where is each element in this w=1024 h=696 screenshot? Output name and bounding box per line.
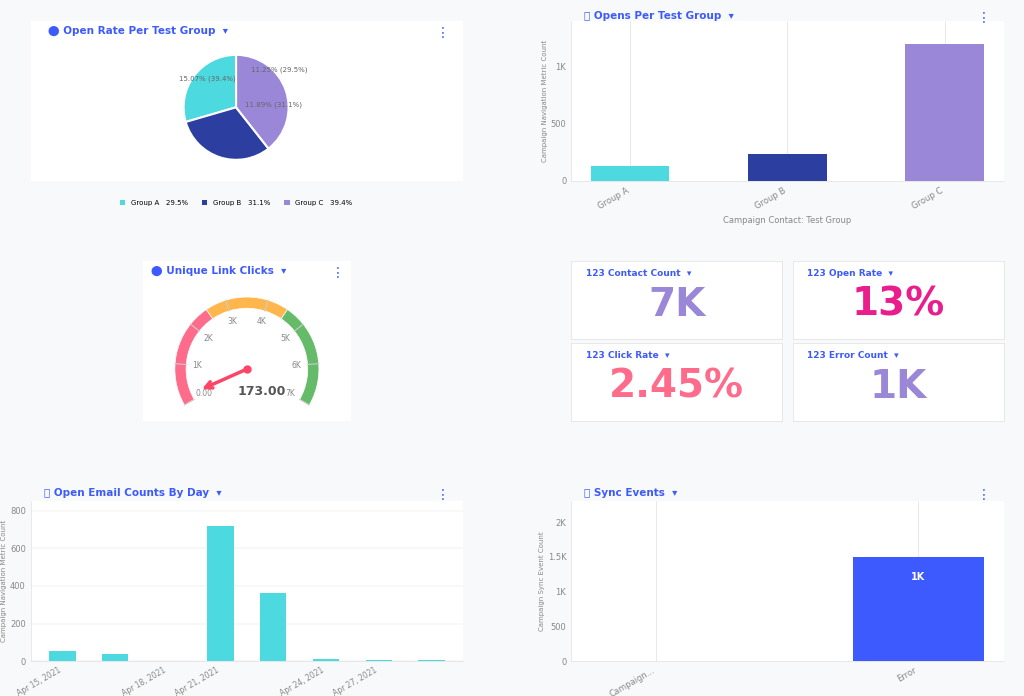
Text: ⋮: ⋮ [436, 26, 451, 40]
Text: 📊 Opens Per Test Group  ▾: 📊 Opens Per Test Group ▾ [584, 11, 734, 22]
Y-axis label: Campaign Sync Event Count: Campaign Sync Event Count [539, 531, 545, 631]
Text: ⬤ Unique Link Clicks  ▾: ⬤ Unique Link Clicks ▾ [152, 266, 287, 276]
Text: 1K: 1K [193, 361, 203, 370]
Y-axis label: Campaign Navigation Metric Count: Campaign Navigation Metric Count [1, 520, 7, 642]
Text: 5K: 5K [281, 333, 291, 342]
Bar [49, 651, 76, 661]
Text: 📊 Sync Events  ▾: 📊 Sync Events ▾ [584, 489, 678, 498]
Text: 4K: 4K [257, 317, 266, 326]
Text: 0.00: 0.00 [196, 389, 212, 398]
Text: 123 Open Rate  ▾: 123 Open Rate ▾ [807, 269, 893, 278]
Y-axis label: Campaign Navigation Metric Count: Campaign Navigation Metric Count [542, 40, 548, 162]
Text: 7K: 7K [648, 286, 706, 324]
Text: 2K: 2K [203, 333, 213, 342]
Wedge shape [206, 297, 288, 319]
Text: 173.00: 173.00 [238, 385, 286, 398]
X-axis label: Campaign Contact: Test Group: Campaign Contact: Test Group [723, 216, 852, 226]
Bar [102, 654, 128, 661]
Text: 3K: 3K [227, 317, 238, 326]
Bar [207, 525, 233, 661]
Text: 13%: 13% [851, 286, 945, 324]
Text: ⋮: ⋮ [977, 11, 990, 25]
Text: 6K: 6K [292, 361, 301, 370]
Text: ⋮: ⋮ [331, 266, 345, 280]
Bar [312, 659, 339, 661]
Text: 123 Error Count  ▾: 123 Error Count ▾ [807, 351, 899, 360]
Text: 1K: 1K [911, 572, 926, 583]
Text: 📊 Open Email Counts By Day  ▾: 📊 Open Email Counts By Day ▾ [44, 489, 221, 498]
Bar [366, 660, 392, 661]
Text: 2.45%: 2.45% [609, 367, 744, 406]
Text: ⋮: ⋮ [436, 489, 451, 503]
Wedge shape [175, 310, 213, 405]
Text: ⋮: ⋮ [977, 489, 990, 503]
Text: ⬤ Open Rate Per Test Group  ▾: ⬤ Open Rate Per Test Group ▾ [48, 26, 228, 36]
Bar [853, 557, 984, 661]
Bar [260, 594, 287, 661]
Bar [905, 44, 984, 181]
Text: 123 Contact Count  ▾: 123 Contact Count ▾ [586, 269, 691, 278]
Text: 123 Click Rate  ▾: 123 Click Rate ▾ [586, 351, 670, 360]
Text: 7K: 7K [285, 389, 295, 398]
Bar [591, 166, 670, 181]
Wedge shape [282, 310, 318, 405]
Bar [749, 154, 826, 181]
Text: 1K: 1K [869, 367, 927, 406]
